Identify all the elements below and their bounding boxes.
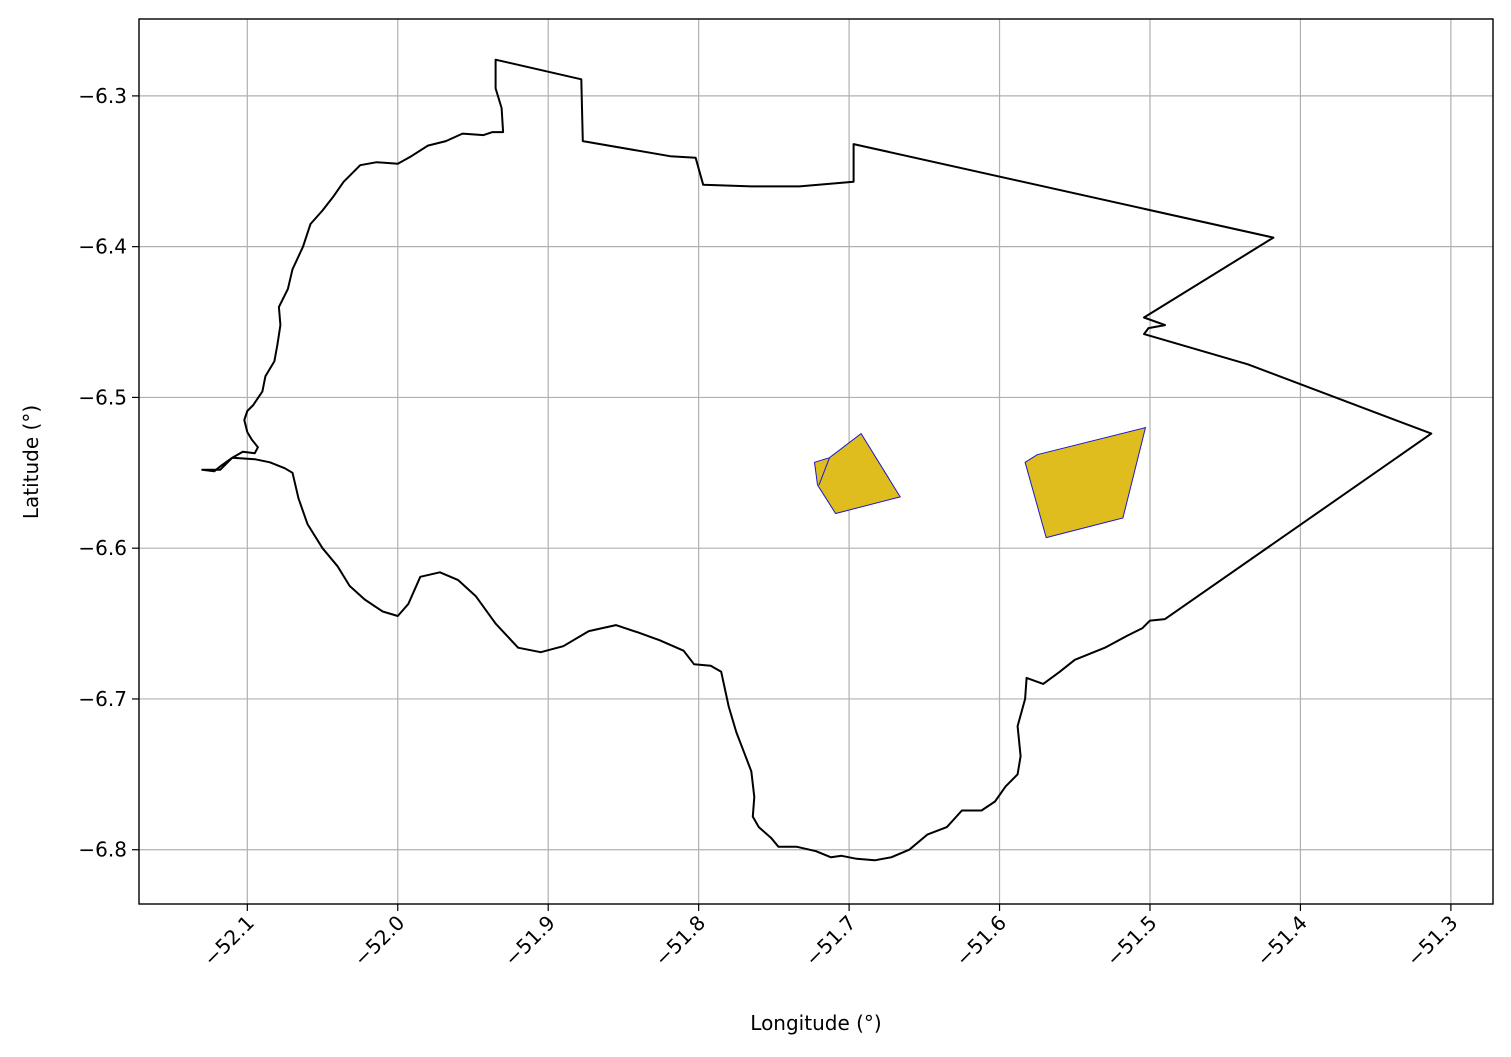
x-tick-label: −51.5 bbox=[1101, 911, 1161, 971]
y-tick-label: −6.7 bbox=[78, 687, 127, 711]
y-tick-label: −6.3 bbox=[78, 84, 127, 108]
highlighted-area bbox=[813, 432, 901, 515]
y-tick-label: −6.4 bbox=[78, 235, 127, 259]
region-boundary bbox=[201, 58, 1433, 862]
y-tick-label: −6.6 bbox=[78, 536, 127, 560]
x-tick-label: −51.7 bbox=[800, 911, 860, 971]
highlighted-area bbox=[1024, 426, 1147, 539]
map-layer bbox=[201, 58, 1433, 862]
plot-frame bbox=[138, 18, 1494, 905]
x-tick-label: −52.0 bbox=[349, 911, 409, 971]
y-tick-label: −6.8 bbox=[78, 838, 127, 862]
x-tick-label: −52.1 bbox=[199, 911, 259, 971]
y-tick-label: −6.5 bbox=[78, 385, 127, 409]
x-tick-label: −51.4 bbox=[1252, 911, 1312, 971]
area-inner-edge bbox=[818, 457, 830, 486]
x-tick-label: −51.9 bbox=[499, 911, 559, 971]
x-tick-label: −51.6 bbox=[951, 911, 1011, 971]
x-tick-label: −51.8 bbox=[650, 911, 710, 971]
x-axis-label: Longitude (°) bbox=[750, 1011, 881, 1035]
x-tick-label: −51.3 bbox=[1402, 911, 1462, 971]
y-axis-label: Latitude (°) bbox=[19, 405, 43, 519]
